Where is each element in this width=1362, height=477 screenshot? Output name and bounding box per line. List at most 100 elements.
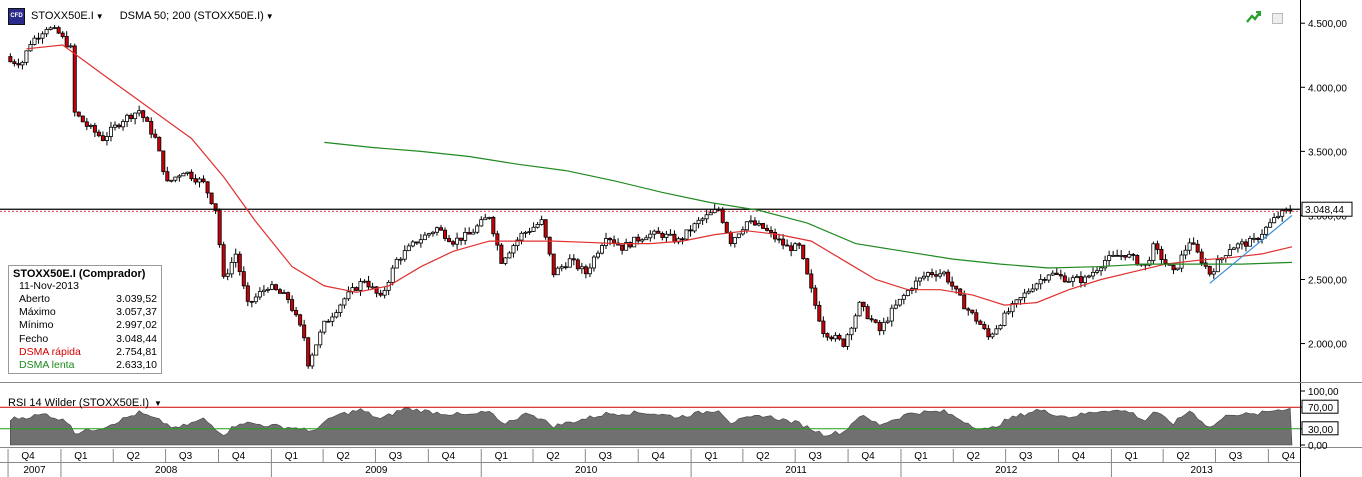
quarter-label: Q3 <box>1229 451 1243 462</box>
candle-body <box>813 287 818 306</box>
indicator-selector[interactable]: DSMA 50; 200 (STOXX50E.I) ▼ <box>120 10 274 22</box>
candle <box>48 26 53 31</box>
candle <box>688 225 693 237</box>
candle-body <box>640 239 645 242</box>
candle-body <box>1119 255 1124 257</box>
candle <box>1066 277 1071 283</box>
candle-body <box>849 327 854 336</box>
candle <box>587 263 592 278</box>
data-window-date: 11-Nov-2013 <box>19 280 79 292</box>
candle-body <box>346 291 351 300</box>
candle-body <box>684 229 689 240</box>
trend-arrow-icon[interactable] <box>1246 10 1262 24</box>
candle <box>125 113 130 128</box>
candle <box>1195 239 1200 254</box>
candle-body <box>893 304 898 309</box>
candle-body <box>1264 226 1269 235</box>
candle <box>511 243 516 258</box>
candle <box>1014 299 1019 308</box>
candle <box>1062 272 1067 283</box>
candle-body <box>805 258 810 275</box>
quarter-label: Q1 <box>1125 451 1139 462</box>
candle-body <box>237 253 242 272</box>
candle <box>551 253 556 278</box>
quarter-label: Q1 <box>914 451 928 462</box>
candle-body <box>648 233 653 239</box>
candle-body <box>434 227 439 233</box>
candle <box>1119 250 1124 261</box>
candle-body <box>539 219 544 225</box>
candle <box>354 286 359 292</box>
quarter-label: Q4 <box>861 451 875 462</box>
candle <box>205 181 210 199</box>
candle-body <box>40 33 45 39</box>
candle <box>471 228 476 235</box>
candle-body <box>426 233 431 236</box>
candle <box>76 111 81 118</box>
symbol-selector[interactable]: STOXX50E.I ▼ <box>31 10 104 22</box>
candle <box>1272 213 1277 224</box>
candle-body <box>117 124 122 128</box>
candle-body <box>1062 275 1067 283</box>
candle-body <box>390 267 395 283</box>
candle <box>869 314 874 323</box>
candle <box>897 298 902 308</box>
candle-body <box>84 121 89 127</box>
candle-body <box>141 110 146 119</box>
candle <box>865 304 870 320</box>
candle <box>998 324 1003 331</box>
candle-body <box>60 32 65 37</box>
rsi-label: RSI 14 Wilder (STOXX50E.I) <box>8 397 150 409</box>
candle-body <box>652 230 657 235</box>
candle-body <box>189 171 194 180</box>
candle-body <box>137 110 142 114</box>
candle-body <box>1070 277 1075 282</box>
rsi-axis-tick-label: 30,00 <box>1308 425 1333 436</box>
candle <box>982 321 987 331</box>
candle-body <box>853 315 858 329</box>
candle <box>821 316 826 338</box>
candle-body <box>1091 271 1096 277</box>
candle <box>765 224 770 232</box>
candle <box>696 217 701 229</box>
rsi-selector[interactable]: RSI 14 Wilder (STOXX50E.I) ▼ <box>8 397 162 409</box>
candle-body <box>294 309 299 316</box>
data-row-open: Aberto 3.039,52 <box>19 293 157 305</box>
candle-body <box>161 150 166 173</box>
candle-body <box>193 178 198 183</box>
candle-body <box>1103 260 1108 269</box>
trend-line <box>1209 214 1293 284</box>
candle <box>1252 233 1257 243</box>
candle <box>141 109 146 123</box>
rsi-level-box <box>1301 421 1339 436</box>
candle-body <box>1042 278 1047 281</box>
data-window: STOXX50E.I (Comprador) 11-Nov-2013 Abert… <box>8 265 162 374</box>
candle <box>40 31 45 44</box>
candle <box>756 220 761 227</box>
candle <box>595 250 600 260</box>
candle <box>197 177 202 188</box>
candle-body <box>16 63 21 66</box>
candle-body <box>463 232 468 241</box>
candle <box>531 222 536 233</box>
candle <box>1147 256 1152 267</box>
price-axis-tick-label: 3.000,00 <box>1308 211 1347 222</box>
candle-body <box>334 312 339 318</box>
quarter-label: Q2 <box>1176 451 1190 462</box>
candle <box>1070 274 1075 287</box>
candle-body <box>443 229 448 239</box>
candle-body <box>1227 249 1232 257</box>
candle-body <box>1026 290 1031 294</box>
candle-body <box>946 271 951 283</box>
minimize-window-icon[interactable] <box>1272 13 1283 24</box>
candle <box>1086 274 1091 279</box>
candle <box>950 276 955 291</box>
candle <box>334 309 339 319</box>
candle <box>579 262 584 274</box>
candle-body <box>56 27 61 34</box>
candle <box>88 123 93 129</box>
candle <box>604 232 609 250</box>
candle-body <box>994 328 999 335</box>
candle <box>20 60 25 70</box>
